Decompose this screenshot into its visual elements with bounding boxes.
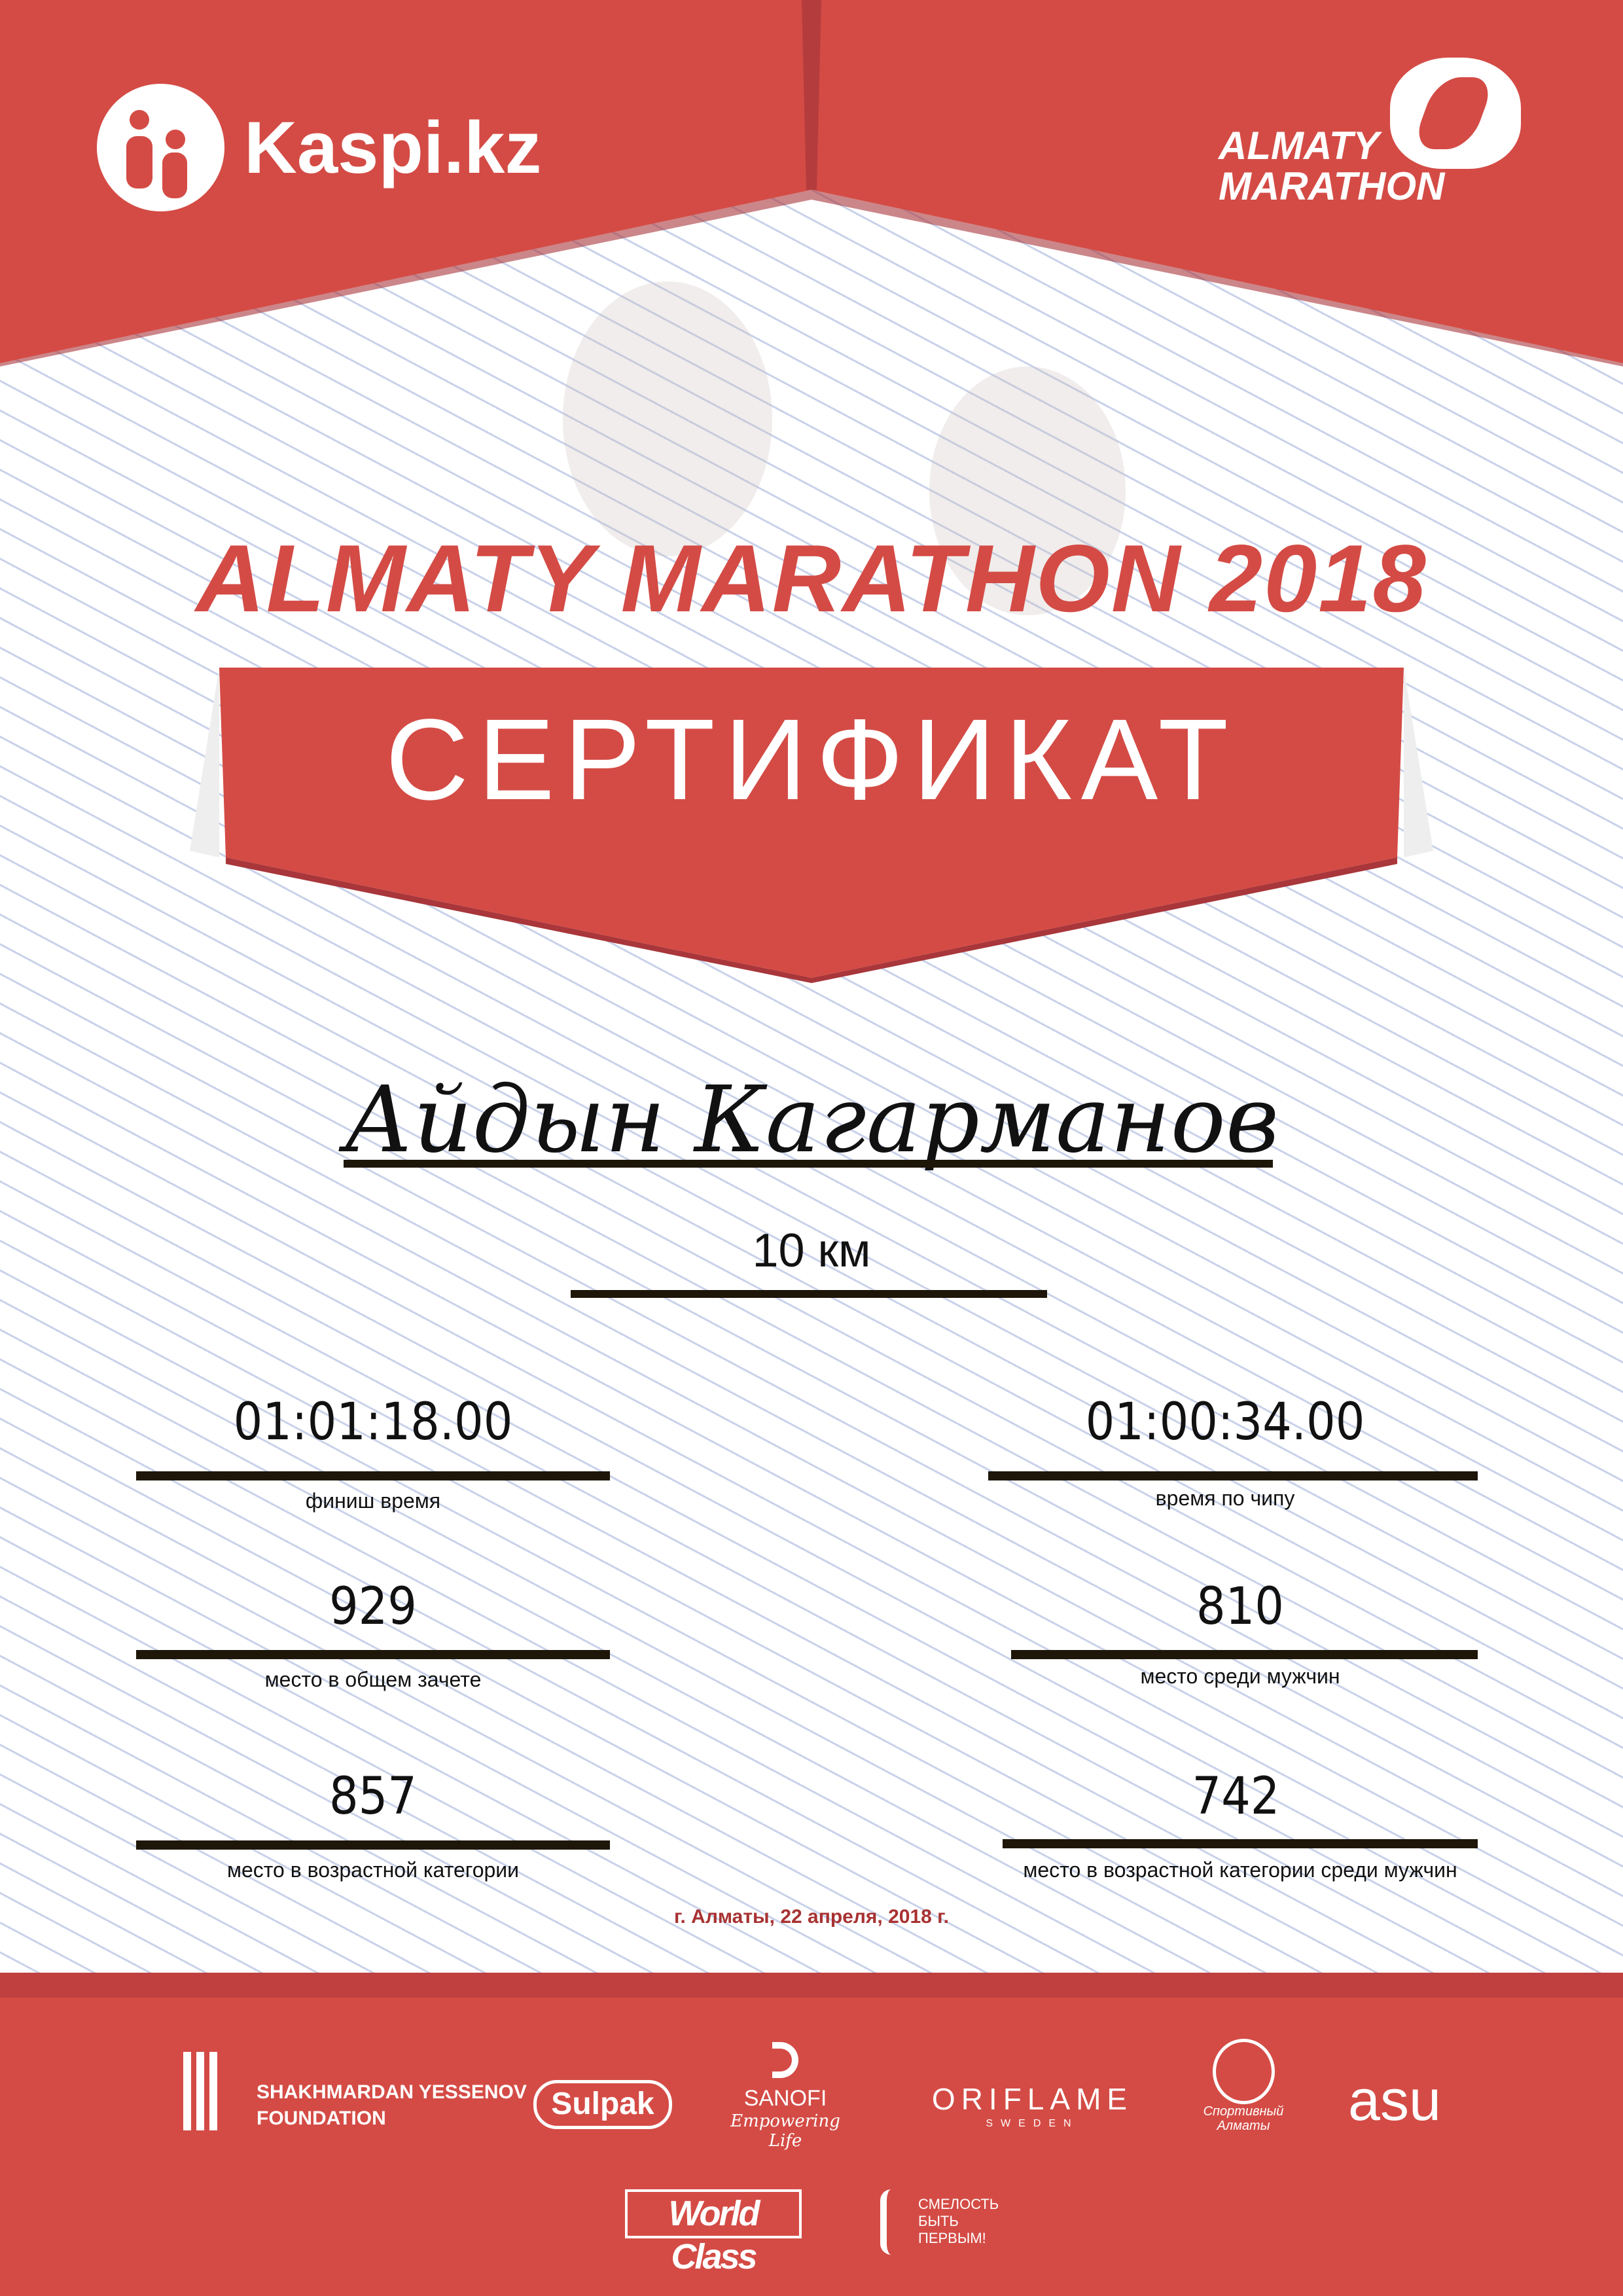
- kaspi-icon: [97, 83, 224, 211]
- runner-figure-icon: [880, 2189, 902, 2255]
- sport-almaty-logo: Спортивный Алматы: [1194, 2039, 1293, 2133]
- male-place: 810: [1196, 1577, 1284, 1636]
- overall-place-label: место в общем зачете: [264, 1668, 482, 1691]
- name-underline: [344, 1160, 1273, 1168]
- age-group-male-place-label: место в возрастной категории среди мужчи…: [1023, 1858, 1457, 1882]
- footer-band: [0, 1973, 1623, 2296]
- age-group-place-label: место в возрастной категории: [226, 1858, 520, 1882]
- overall-place: 929: [329, 1577, 417, 1636]
- chip-time-label: время по чипу: [1155, 1486, 1295, 1510]
- divider: [136, 1650, 610, 1659]
- smelost-logo: СМЕЛОСТЬ БЫТЬ ПЕРВЫМ!: [867, 2176, 1024, 2255]
- finish-time: 01:01:18.00: [233, 1393, 513, 1452]
- header-band: [0, 0, 1623, 367]
- date-location: г. Алматы, 22 апреля, 2018 г.: [674, 1906, 949, 1928]
- sulpak-logo: Sulpak: [533, 2080, 672, 2129]
- finish-time-label: финиш время: [305, 1489, 441, 1513]
- sanofi-logo: SANOFI Empowering Life: [720, 2042, 851, 2151]
- asu-logo: asu: [1348, 2068, 1441, 2132]
- divider: [136, 1471, 610, 1480]
- certificate-heading: СЕРТИФИКАТ: [385, 696, 1238, 824]
- age-group-male-place: 742: [1192, 1767, 1280, 1826]
- divider: [136, 1840, 610, 1850]
- almaty-marathon-logo: ALMATY MARATHON: [1215, 58, 1522, 215]
- divider: [1011, 1650, 1478, 1659]
- divider: [988, 1471, 1478, 1480]
- background-pattern: [0, 0, 1623, 1973]
- event-title: ALMATY MARATHON 2018: [196, 525, 1427, 632]
- kaspi-logo: Kaspi.kz: [97, 83, 542, 211]
- worldclass-logo: World Class: [625, 2189, 802, 2276]
- distance-underline: [571, 1290, 1047, 1298]
- yessenov-foundation-logo: SHAKHMARDAN YESSENOV FOUNDATION: [183, 2052, 527, 2137]
- chip-time: 01:00:34.00: [1085, 1393, 1365, 1452]
- distance: 10 км: [752, 1225, 871, 1277]
- runner-photo-faded: [563, 281, 772, 556]
- male-place-label: место среди мужчин: [1140, 1664, 1340, 1688]
- runner-photo-faded: [929, 367, 1126, 615]
- kaspi-wordmark: Kaspi.kz: [244, 106, 542, 188]
- sport-almaty-emblem: [1212, 2039, 1275, 2104]
- age-group-place: 857: [329, 1767, 417, 1826]
- yessenov-icon: [183, 2052, 219, 2130]
- certificate-banner: [190, 668, 1433, 983]
- participant-name: Айдын Кагарманов: [344, 1067, 1279, 1174]
- divider: [1003, 1839, 1478, 1848]
- oriflame-logo: ORIFLAME SWEDEN: [931, 2082, 1133, 2129]
